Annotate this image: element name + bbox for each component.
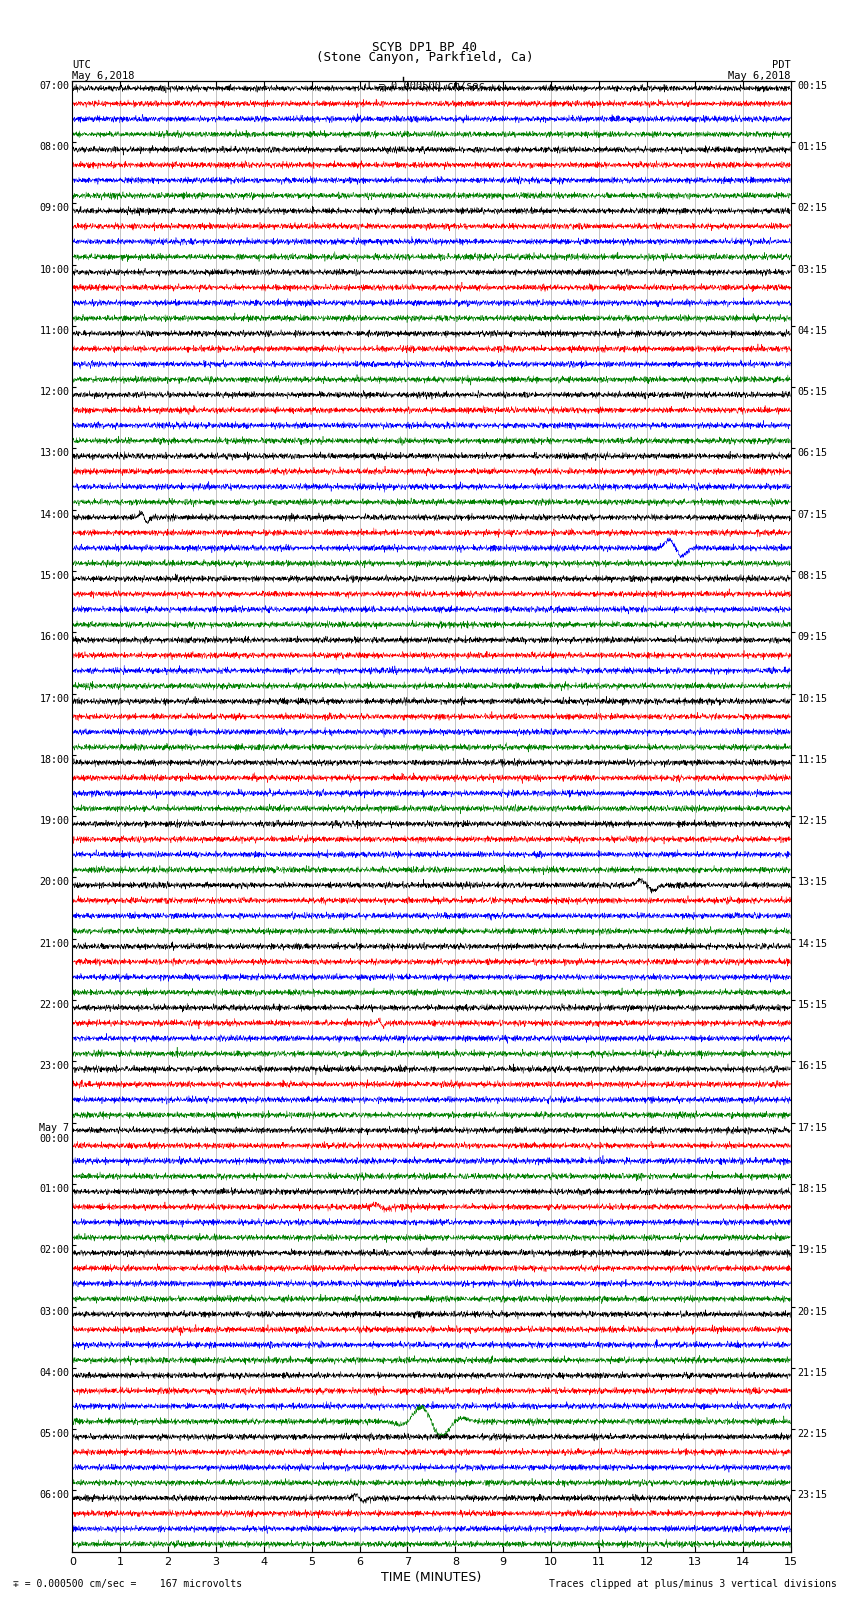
Text: I = 0.000500 cm/sec: I = 0.000500 cm/sec [366,81,484,90]
Text: ∓ = 0.000500 cm/sec =    167 microvolts: ∓ = 0.000500 cm/sec = 167 microvolts [13,1579,242,1589]
Text: (Stone Canyon, Parkfield, Ca): (Stone Canyon, Parkfield, Ca) [316,50,534,65]
Text: SCYB DP1 BP 40: SCYB DP1 BP 40 [372,40,478,55]
X-axis label: TIME (MINUTES): TIME (MINUTES) [382,1571,481,1584]
Text: May 6,2018: May 6,2018 [72,71,135,81]
Text: Traces clipped at plus/minus 3 vertical divisions: Traces clipped at plus/minus 3 vertical … [549,1579,837,1589]
Text: UTC: UTC [72,60,91,69]
Text: May 6,2018: May 6,2018 [728,71,791,81]
Text: PDT: PDT [772,60,791,69]
